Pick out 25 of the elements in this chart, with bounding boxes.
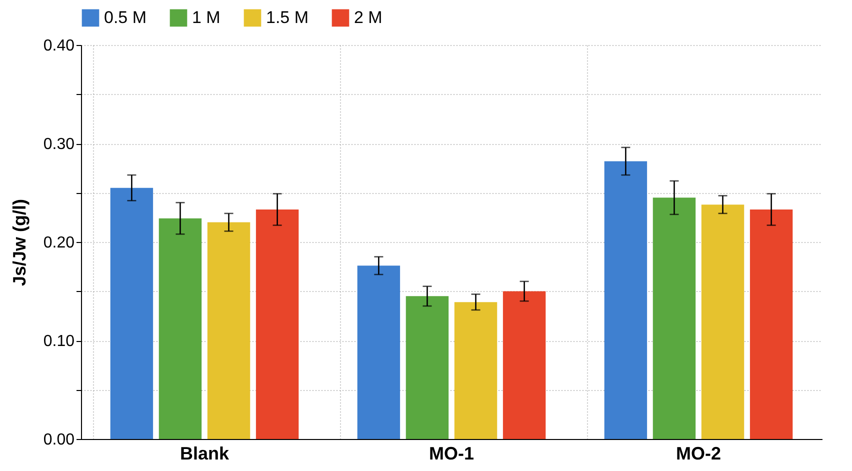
y-axis-title: Js/Jw (g/l) [9,198,30,286]
bar [207,222,250,439]
bar [158,218,202,439]
legend-label: 2 M [354,8,382,27]
bar [406,296,449,439]
bar [357,266,400,439]
x-tick-label: MO-1 [429,444,474,464]
bar [652,198,696,439]
bar [454,302,498,439]
bar [604,161,648,439]
y-tick-label: 0.20 [43,234,75,252]
bar [110,188,154,439]
y-tick-label: 0.40 [43,38,75,54]
y-tick-label: 0.10 [43,333,75,350]
legend-label: 0.5 M [104,8,147,27]
legend-label: 1 M [192,8,220,27]
y-tick-label: 0.00 [43,432,75,448]
legend-label: 1.5 M [266,8,309,27]
bar [502,291,546,439]
bar [750,209,793,439]
bar [256,209,299,439]
x-tick-label: Blank [180,444,230,464]
y-tick-label: 0.30 [43,136,75,153]
x-tick-label: MO-2 [676,444,721,464]
bar [701,204,744,439]
